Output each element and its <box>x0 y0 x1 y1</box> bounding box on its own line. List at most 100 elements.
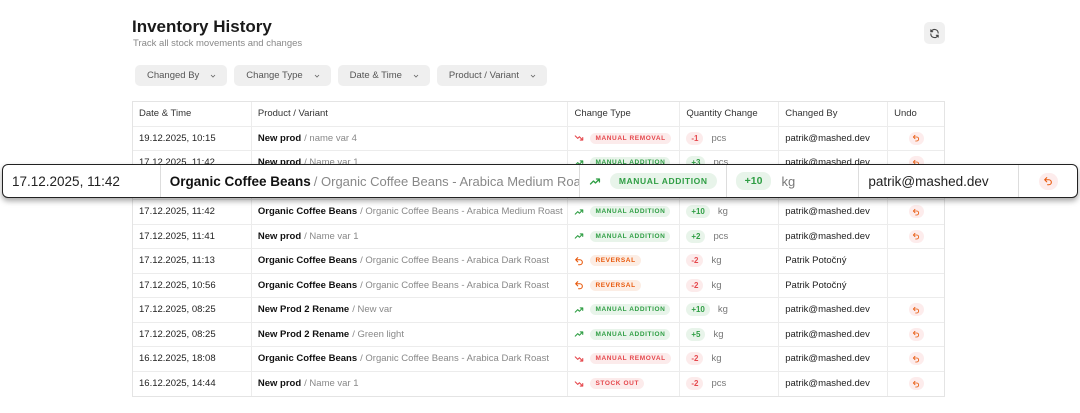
variant-name: name var 4 <box>304 133 357 144</box>
unit: kg <box>711 279 722 291</box>
column-header: Date & Time <box>133 102 252 126</box>
changed-by-cell: patrik@mashed.dev <box>779 224 889 248</box>
table-row: 17.12.2025, 11:41 New prodName var 1 MANUA… <box>133 224 944 249</box>
undo-icon <box>912 233 920 240</box>
change-type-badge: MANUAL ADDITION <box>590 230 671 242</box>
undo-cell <box>888 323 944 347</box>
variant-name: Green light <box>352 329 403 340</box>
filter-button[interactable]: Date & Time <box>337 65 430 86</box>
date-cell: 16.12.2025, 18:08 <box>133 347 252 371</box>
undo-button[interactable] <box>908 377 924 391</box>
filter-label: Changed By <box>147 70 200 81</box>
changed-by-cell: patrik@mashed.dev <box>779 322 889 346</box>
unit: kg <box>717 206 728 218</box>
date: 17.12.2025, 10:56 <box>139 279 216 291</box>
quantity-badge: +2 <box>686 229 706 243</box>
undo-button[interactable] <box>908 327 924 341</box>
product-name: New prod <box>257 132 302 144</box>
product-name: Organic Coffee Beans <box>257 255 358 267</box>
trend-icon <box>589 177 600 185</box>
quantity-cell: -2 pcs <box>680 371 780 396</box>
table-row: 19.12.2025, 10:15 New prodname var 4 MANUA… <box>133 126 944 151</box>
change-type-cell: MANUAL REMOVAL <box>568 126 681 150</box>
date: 17.12.2025, 11:13 <box>139 255 215 267</box>
refresh-button[interactable] <box>924 22 945 44</box>
date: 19.12.2025, 10:15 <box>139 132 216 144</box>
changed-by: patrik@mashed.dev <box>785 304 870 316</box>
product-cell: New prodName var 1 <box>252 151 569 175</box>
undo-button[interactable] <box>1038 172 1058 190</box>
changed-by: patrik@mashed.dev <box>785 328 870 340</box>
variant-name: Name var 1 <box>304 231 358 242</box>
date-cell: 16.12.2025, 14:44 <box>133 371 252 396</box>
change-type-badge: STOCK OUT <box>590 378 645 390</box>
quantity-cell: +10 kg <box>680 298 780 322</box>
date: 16.12.2025, 14:44 <box>139 378 216 390</box>
product-name: New Prod 2 Rename <box>257 304 350 316</box>
changed-by-cell: patrik@mashed.dev <box>779 126 889 150</box>
undo-button[interactable] <box>908 229 924 243</box>
product-cell: Organic Coffee BeansOrganic Coffee Beans… <box>161 165 580 197</box>
table-row: 17.12.2025, 10:56 Organic Coffee BeansOrg… <box>133 273 944 298</box>
changed-by: patrik@mashed.dev <box>785 132 870 144</box>
change-type-badge: MANUAL ADDITION <box>609 173 717 189</box>
changed-by-cell: Patrik Potočný <box>779 249 889 273</box>
change-type-badge: MANUAL REMOVAL <box>590 353 671 365</box>
change-type-badge: MANUAL ADDITION <box>590 304 671 316</box>
date-cell: 19.12.2025, 10:15 <box>133 126 252 150</box>
date-cell: 17.12.2025, 08:25 <box>133 322 252 346</box>
quantity-badge: +10 <box>686 303 710 317</box>
undo-button[interactable] <box>908 131 924 145</box>
table-row: 17.12.2025, 08:25 New Prod 2 RenameGreen … <box>133 322 944 347</box>
date: 17.12.2025, 11:41 <box>139 230 215 242</box>
product-cell: Organic Coffee BeansOrganic Coffee Beans… <box>252 273 569 297</box>
filter-button[interactable]: Change Type <box>234 65 331 86</box>
undo-button[interactable] <box>908 205 924 219</box>
change-type-cell: MANUAL ADDITION <box>568 200 681 224</box>
date-cell: 17.12.2025, 11:13 <box>133 249 252 273</box>
quantity-cell: +10 kg <box>680 200 780 224</box>
date: 17.12.2025, 08:25 <box>139 304 216 316</box>
unit: pcs <box>711 378 727 390</box>
undo-cell <box>888 200 944 224</box>
quantity-badge: -2 <box>686 278 704 292</box>
variant-name: Organic Coffee Beans - Arabica Medium Ro… <box>360 206 562 217</box>
quantity-badge: -2 <box>686 352 704 366</box>
trend-icon <box>575 160 584 166</box>
table-row: 17.12.2025, 11:13 Organic Coffee BeansOrg… <box>133 249 944 274</box>
changed-by-cell: patrik@mashed.dev <box>779 151 889 175</box>
product-name: Organic Coffee Beans <box>257 279 358 291</box>
product-name: New prod <box>257 230 302 242</box>
undo-button[interactable] <box>908 303 924 317</box>
variant-name: Name var 1 <box>304 378 358 389</box>
product-cell: New prodName var 1 <box>252 371 569 396</box>
chevron <box>314 74 319 78</box>
undo-button[interactable] <box>908 352 924 366</box>
column-header: Product / Variant <box>252 102 569 126</box>
quantity-badge: -2 <box>686 254 704 268</box>
date: 17.12.2025, 08:25 <box>139 328 216 340</box>
unit: kg <box>713 328 724 340</box>
filter-button[interactable]: Product / Variant <box>436 65 547 86</box>
change-type-cell: MANUAL ADDITION <box>568 151 681 175</box>
variant-name: Organic Coffee Beans - Arabica Medium Ro… <box>314 174 579 189</box>
undo-cell <box>888 225 944 249</box>
change-type-badge: MANUAL REMOVAL <box>590 132 671 144</box>
unit: pcs <box>713 157 729 169</box>
changed-by: Patrik Potočný <box>785 255 847 267</box>
change-type-cell: MANUAL ADDITION <box>568 322 681 346</box>
changed-by: patrik@mashed.dev <box>785 230 870 242</box>
unit: kg <box>711 353 722 365</box>
column-header: Quantity Change <box>680 102 780 126</box>
page-title: Inventory History <box>132 17 272 36</box>
date: 17.12.2025, 11:42 <box>12 173 120 189</box>
date-cell: 17.12.2025, 11:42 <box>133 151 252 175</box>
undo-cell <box>888 249 944 273</box>
filter-button[interactable]: Changed By <box>135 65 228 86</box>
trend-icon <box>575 356 584 362</box>
filter-label: Change Type <box>246 70 303 81</box>
product-cell: New prodname var 4 <box>252 126 569 150</box>
filter-bar: Changed By Change Type Date & Time Product … <box>135 65 547 86</box>
trend-icon <box>575 135 584 141</box>
chevron <box>211 74 216 78</box>
